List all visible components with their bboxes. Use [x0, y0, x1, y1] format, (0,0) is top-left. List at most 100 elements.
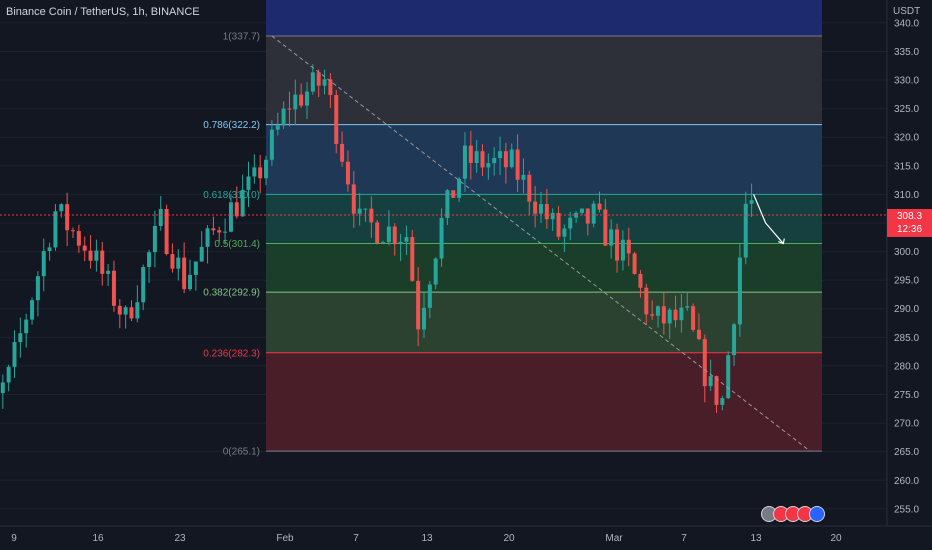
candle-body — [328, 79, 333, 96]
candle-body — [726, 355, 731, 399]
candle-body — [492, 157, 497, 164]
fib-level-label: 0.618(310.0) — [203, 190, 260, 201]
candle-body — [539, 204, 543, 214]
candle-body — [544, 204, 549, 220]
time-tick-label: 7 — [681, 533, 687, 544]
fib-zone — [266, 124, 822, 195]
bar-countdown: 12:36 — [896, 224, 923, 235]
price-axis-unit: USDT — [893, 6, 921, 17]
candle-body — [193, 261, 198, 275]
candle-body — [392, 226, 397, 245]
time-axis[interactable]: 9 16 23 Feb 7 13 20 Mar 7 13 20 — [11, 533, 842, 544]
price-axis[interactable]: 340.0335.0330.0325.0320.0315.0310.0305.0… — [894, 18, 919, 515]
candle-body — [135, 302, 140, 319]
candle-body — [158, 208, 163, 226]
candle-body — [533, 201, 538, 214]
candle-body — [123, 307, 128, 315]
candle-body — [188, 274, 192, 290]
fib-zone — [266, 36, 822, 125]
candle-body — [579, 208, 584, 213]
candle-body — [720, 398, 725, 405]
candle-body — [556, 213, 561, 237]
candle-body — [94, 250, 99, 261]
candle-body — [316, 72, 321, 86]
time-tick-label: 13 — [421, 533, 433, 544]
flag-icon[interactable] — [809, 506, 825, 522]
time-tick-label: 23 — [174, 533, 186, 544]
candles — [0, 64, 754, 413]
price-tick-label: 320.0 — [894, 133, 919, 144]
fib-zone — [266, 352, 822, 452]
projection-path[interactable] — [753, 194, 784, 244]
candle-body — [667, 309, 672, 324]
candle-body — [626, 239, 631, 254]
candle-body — [35, 276, 40, 301]
price-tick-label: 265.0 — [894, 447, 919, 458]
candle-body — [439, 217, 444, 259]
candle-body — [141, 267, 146, 303]
price-tick-label: 295.0 — [894, 276, 919, 287]
candle-body — [386, 226, 391, 243]
candle-body — [591, 203, 596, 224]
candle-body — [41, 251, 46, 277]
candle-body — [620, 239, 625, 261]
candle-body — [503, 151, 508, 168]
candle-body — [111, 270, 116, 306]
candle-body — [182, 257, 187, 290]
candle-body — [498, 151, 503, 158]
candle-body — [310, 72, 315, 92]
last-price-badge: 308.3 12:36 — [887, 209, 932, 237]
candle-body — [147, 252, 152, 268]
candle-body — [53, 211, 58, 248]
symbol-title[interactable]: Binance Coin / TetherUS, 1h, BINANCE — [6, 6, 200, 18]
trendline[interactable] — [271, 35, 811, 452]
price-tick-label: 290.0 — [894, 304, 919, 315]
candle-body — [521, 174, 526, 180]
time-tick-label: Feb — [276, 533, 294, 544]
candle-body — [82, 245, 87, 251]
candle-body — [363, 208, 368, 210]
candle-body — [509, 149, 514, 168]
candle-body — [737, 257, 742, 325]
fib-level-label: 0.5(301.4) — [214, 239, 260, 250]
time-tick-label: 20 — [830, 533, 842, 544]
candle-body — [685, 306, 690, 308]
candle-body — [433, 258, 438, 285]
candle-body — [398, 241, 403, 245]
candle-body — [609, 229, 614, 246]
fib-labels: 1(337.7) 0.786(322.2) 0.618(310.0) 0.5(301.… — [203, 32, 260, 458]
candle-body — [299, 94, 304, 106]
flag-icons[interactable] — [761, 506, 825, 522]
fib-zone — [266, 194, 822, 244]
time-tick-label: 9 — [11, 533, 17, 544]
candle-body — [527, 174, 532, 202]
candle-body — [117, 305, 122, 315]
price-tick-label: 315.0 — [894, 161, 919, 172]
candle-body — [269, 129, 274, 160]
candle-body — [240, 189, 245, 217]
candle-body — [708, 376, 713, 387]
candle-body — [445, 190, 450, 218]
candle-body — [18, 333, 23, 343]
fib-lines — [266, 35, 822, 452]
candle-body — [205, 228, 210, 247]
candle-body — [550, 213, 555, 220]
candle-body — [199, 246, 204, 262]
fib-zones — [266, 0, 822, 452]
candle-body — [100, 250, 105, 274]
price-tick-label: 325.0 — [894, 104, 919, 115]
candle-body — [223, 231, 228, 233]
candle-body — [381, 242, 386, 244]
price-tick-label: 335.0 — [894, 47, 919, 58]
candle-body — [679, 307, 684, 321]
candle-body — [749, 200, 754, 204]
fib-level-label: 0.786(322.2) — [203, 120, 260, 131]
candle-body — [369, 208, 374, 223]
price-tick-label: 275.0 — [894, 390, 919, 401]
candle-body — [585, 208, 590, 224]
candle-body — [345, 161, 350, 185]
candle-body — [404, 237, 409, 242]
candle-body — [462, 145, 467, 179]
candle-body — [0, 382, 5, 394]
